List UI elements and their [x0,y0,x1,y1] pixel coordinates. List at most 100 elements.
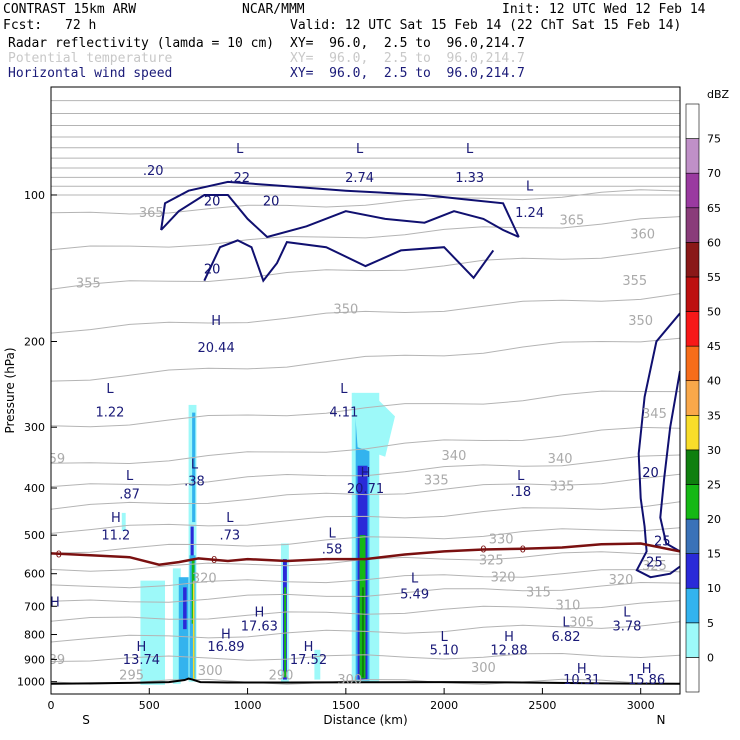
wind-extremum-label: H [642,662,652,677]
y-tick-label: 100 [24,189,45,202]
y-tick-label: 600 [24,568,45,581]
wind-extremum-label: 20.44 [198,341,235,356]
theta-contour-line [51,189,680,215]
colorbar-level-label: 10 [707,582,721,595]
valid-time: Valid: 12 UTC Sat 15 Feb 14 (22 ChT Sat … [290,18,682,33]
y-tick-label: 800 [24,629,45,642]
field-xy-wind: XY= 96.0, 2.5 to 96.0,214.7 [290,66,525,81]
wind-extremum-label: 5.49 [400,588,429,603]
freezing-level-label: 0 [520,545,526,556]
wind-extremum-label: .87 [119,487,140,502]
theta-contour-line [51,569,680,589]
x-axis-label: Distance (km) [323,713,407,727]
theta-contour-label: 365 [139,206,164,221]
theta-contour-line [51,337,680,382]
colorbar-level-label: 0 [707,651,714,664]
y-tick-label: 500 [24,529,45,542]
center-title: NCAR/MMM [242,2,305,17]
theta-contour-line [51,652,680,662]
wind-extremum-label: .22 [229,171,250,186]
y-tick-label: 900 [24,653,45,666]
colorbar-level-label: 35 [707,409,721,422]
theta-contour-line [51,581,680,603]
theta-contour-label: 300 [471,661,496,676]
x-axis-north-label: N [657,713,666,727]
wind-extremum-label: L [106,382,114,397]
wind-extremum-label: .58 [322,542,343,557]
reflectivity-cell [353,392,395,457]
wind-extremum-label: 1.33 [455,171,484,186]
wind-extremum-label: L [623,606,631,621]
wind-extremum-label: 10.31 [563,673,600,688]
colorbar-level-label: 65 [707,202,721,215]
colorbar-swatch [685,138,700,174]
colorbar-level-label: 5 [707,617,714,630]
colorbar-level-label: 50 [707,306,721,319]
theta-contour-label: 315 [526,585,551,600]
wind-contour-line [160,180,520,238]
wind-extremum-label: H [137,640,147,655]
wind-contours [160,180,680,579]
theta-contour-line [51,454,680,488]
field-name-reflectivity: Radar reflectivity (lamda = 10 cm) [8,36,275,51]
reflectivity-cell [192,412,196,523]
theta-contour-label: 355 [76,277,101,292]
theta-contour-label: 290 [269,669,294,684]
wind-contour-line [659,370,680,553]
wind-extremum-label: H [211,314,221,329]
terrain-line [51,677,680,685]
wind-contour-label: 25 [646,556,663,571]
y-tick-label: 700 [24,600,45,613]
theta-contour-label: 350 [628,314,653,329]
wind-extremum-label: 17.63 [241,620,278,635]
wind-extremum-label: L [340,382,348,397]
reflectivity-cell [140,580,166,685]
wind-extremum-label: 17.52 [290,653,327,668]
reflectivity-cell [172,568,181,684]
x-tick-label: 0 [48,699,55,712]
theta-contour-line [51,293,680,334]
wind-extremum-label: L [411,571,419,586]
colorbar-level-label: 15 [707,548,721,561]
wind-extremum-label: H [577,662,587,677]
theta-contour-label: 59 [49,452,66,467]
wind-extremum-label: .73 [220,528,241,543]
field-name-theta: Potential temperature [8,51,173,66]
colorbar-swatch [685,449,700,485]
colorbar-swatch [685,311,700,347]
colorbar-swatch [685,172,700,209]
wind-extremum-label: 4.11 [329,405,358,420]
freezing-level-label: 0 [56,549,62,560]
wind-contour-label: 25 [654,534,671,549]
x-tick-label: 1500 [332,699,360,712]
wind-extremum-label: L [562,615,570,630]
init-time: Init: 12 UTC Wed 12 Feb 14 [502,2,706,17]
wind-extremum-label: 16.89 [207,640,244,655]
theta-contour-label: 365 [559,214,584,229]
y-axis-label: Pressure (hPa) [3,347,17,433]
y-tick-label: 400 [24,482,45,495]
theta-contour-label: 310 [556,598,581,613]
wind-contour-label: 20 [204,194,221,209]
colorbar-level-label: 75 [707,133,721,146]
x-tick-label: 2000 [430,699,458,712]
wind-extremum-label: 3.78 [612,620,641,635]
x-tick-label: 3000 [627,699,655,712]
reflectivity-cell [192,580,195,680]
wind-extremum-label: 1.24 [515,206,544,221]
wind-extremum-label: L [526,180,534,195]
wind-extremum-label: .20 [143,164,164,179]
freezing-level-label: 0 [211,555,217,566]
theta-contour-label: 325 [642,559,667,574]
wind-extremum-label: 6.82 [552,630,581,645]
theta-contour-label: 335 [550,480,575,495]
contour-labels: 365 365 360 355 355 350 350 345 340 340 335 335 330 3… [49,142,671,688]
forecast-hour: 72 h [65,18,97,33]
theta-contour-label: 320 [192,571,217,586]
theta-contour-label: 345 [642,407,667,422]
wind-extremum-label: L [191,458,199,473]
wind-extremum-label: H [361,466,371,481]
field-xy-theta: XY= 96.0, 2.5 to 96.0,214.7 [290,51,525,66]
